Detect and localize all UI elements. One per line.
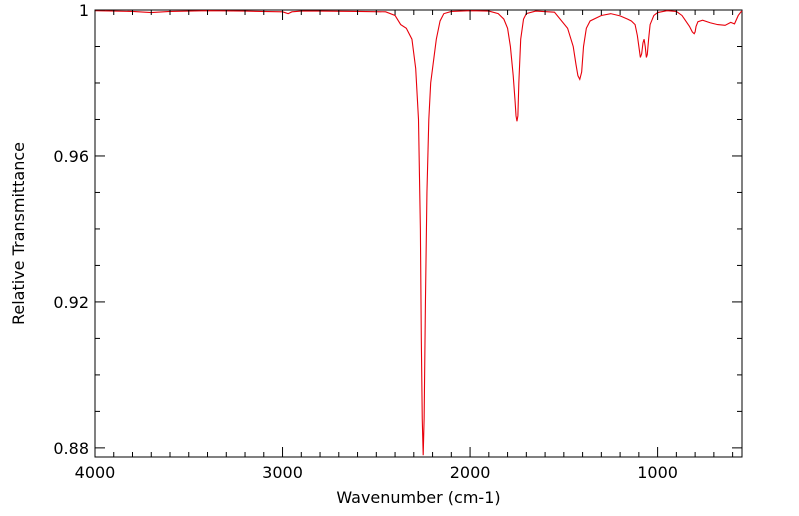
x-tick-label: 1000 [637,463,678,482]
y-tick-label: 0.92 [53,293,89,312]
x-tick-labels: 4000 3000 2000 1000 [75,463,678,482]
y-tick-label: 0.96 [53,147,89,166]
y-axis-label: Relative Transmittance [9,142,28,325]
y-tick-label: 0.88 [53,439,89,458]
y-tick-label: 1 [79,1,89,20]
x-tick-label: 2000 [450,463,491,482]
axis-ticks [94,9,742,457]
x-tick-label: 4000 [75,463,116,482]
plot-frame [94,9,743,458]
x-axis-label: Wavenumber (cm-1) [336,488,500,507]
x-tick-label: 3000 [262,463,303,482]
transmittance-series-line [94,10,743,456]
y-tick-labels: 0.88 0.92 0.96 1 [53,1,89,458]
plot-area [94,9,743,458]
